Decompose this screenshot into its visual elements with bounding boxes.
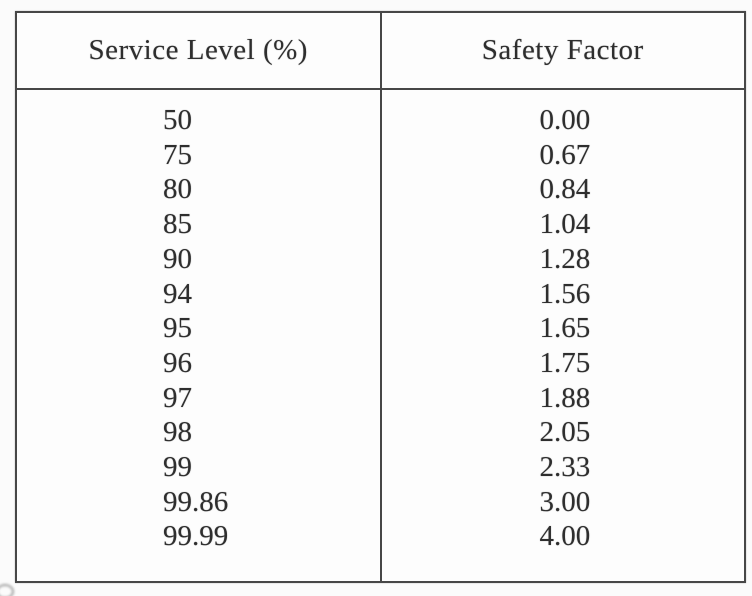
service-level-value: 75 <box>163 138 192 171</box>
safety-factor-value: 1.04 <box>539 208 591 241</box>
safety-factor-value: 0.67 <box>539 138 591 171</box>
safety-factor-value: 2.05 <box>539 416 591 449</box>
safety-factor-value: 2.33 <box>539 451 591 484</box>
service-level-value: 85 <box>163 208 192 241</box>
service-level-column: Service Level (%) 50 75 80 85 90 94 95 96 97 98 99… <box>17 13 382 581</box>
service-level-value: 99.86 <box>163 485 229 518</box>
service-level-value: 98 <box>163 416 192 449</box>
safety-factor-value: 1.88 <box>539 381 591 414</box>
safety-factor-value: 1.65 <box>539 312 591 345</box>
service-level-value: 99 <box>163 451 192 484</box>
safety-factor-cells: 0.00 0.67 0.84 1.04 1.28 1.56 1.65 1.75 1.88 2.05… <box>382 90 745 554</box>
service-level-cells: 50 75 80 85 90 94 95 96 97 98 99 99.86 99.99 <box>17 90 380 554</box>
column-header-service-level: Service Level (%) <box>17 13 380 90</box>
service-level-value: 90 <box>163 242 192 275</box>
safety-factor-value: 4.00 <box>539 520 591 553</box>
service-level-value: 99.99 <box>163 520 229 553</box>
service-level-value: 50 <box>163 104 192 136</box>
safety-factor-value: 0.84 <box>539 173 591 206</box>
safety-factor-value: 0.00 <box>539 104 591 136</box>
safety-factor-value: 1.75 <box>539 346 591 379</box>
service-level-value: 97 <box>163 381 192 414</box>
safety-factor-value: 3.00 <box>539 485 591 518</box>
service-level-value: 95 <box>163 312 192 345</box>
column-header-safety-factor: Safety Factor <box>381 13 744 90</box>
service-level-value: 94 <box>163 277 192 310</box>
safety-factor-value: 1.28 <box>539 242 591 275</box>
service-level-safety-factor-table: Service Level (%) 50 75 80 85 90 94 95 96 97 98 99… <box>15 11 746 583</box>
service-level-value: 96 <box>163 346 192 379</box>
safety-factor-column: Safety Factor 0.00 0.67 0.84 1.04 1.28 1.56 1.… <box>381 13 745 581</box>
scan-artifact <box>0 584 14 596</box>
service-level-value: 80 <box>163 173 192 206</box>
safety-factor-value: 1.56 <box>539 277 591 310</box>
